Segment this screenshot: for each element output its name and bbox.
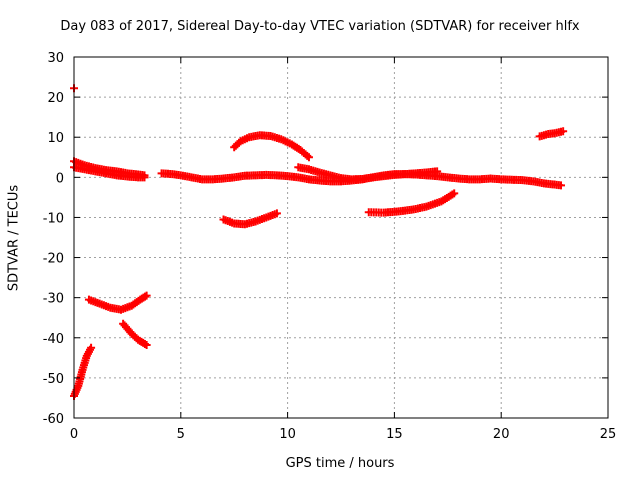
data-point-series-10: [142, 340, 151, 349]
data-point-series-2: [557, 181, 566, 190]
data-point-series-4: [304, 153, 313, 162]
y-axis-label: SDTVAR / TECUs: [6, 184, 22, 292]
x-tick-label: 0: [70, 427, 78, 442]
plot-frame: [73, 56, 609, 419]
data-point-series-11: [87, 343, 96, 352]
y-tick-label: 30: [47, 51, 64, 66]
axis-ticks: [73, 56, 609, 419]
x-axis-label: GPS time / hours: [285, 456, 395, 471]
y-tick-label: -30: [43, 292, 64, 307]
y-tick-label: -20: [43, 252, 64, 267]
y-tick-label: 20: [47, 91, 64, 106]
x-tick-label: 15: [386, 427, 403, 442]
y-tick-label: -40: [43, 332, 64, 347]
y-tick-label: -10: [43, 211, 64, 226]
data-point-series-9: [141, 292, 150, 301]
data-point-series-3: [433, 167, 442, 176]
x-tick-label: 10: [279, 427, 296, 442]
x-tick-label: 25: [600, 427, 617, 442]
y-tick-label: -60: [43, 412, 64, 427]
x-tick-label: 20: [493, 427, 510, 442]
chart-title: Day 083 of 2017, Sidereal Day-to-day VTE…: [60, 19, 580, 34]
y-tick-label: 10: [47, 131, 64, 146]
tick-labels: 0 5 10 15 20 25 30 20 10 0 -10 -20 -30 -40 -50 -60: [43, 51, 617, 442]
y-tick-label: -50: [43, 372, 64, 387]
data-point-series-7: [559, 127, 568, 136]
data-point-series-5: [272, 209, 281, 218]
grid-lines: [73, 56, 609, 419]
x-tick-label: 5: [177, 427, 185, 442]
y-tick-label: 0: [56, 171, 64, 186]
data-point-series-6: [450, 189, 459, 198]
data-point-series-9: [142, 291, 151, 300]
data-point-series-1: [140, 173, 149, 182]
data-points: [70, 84, 568, 400]
